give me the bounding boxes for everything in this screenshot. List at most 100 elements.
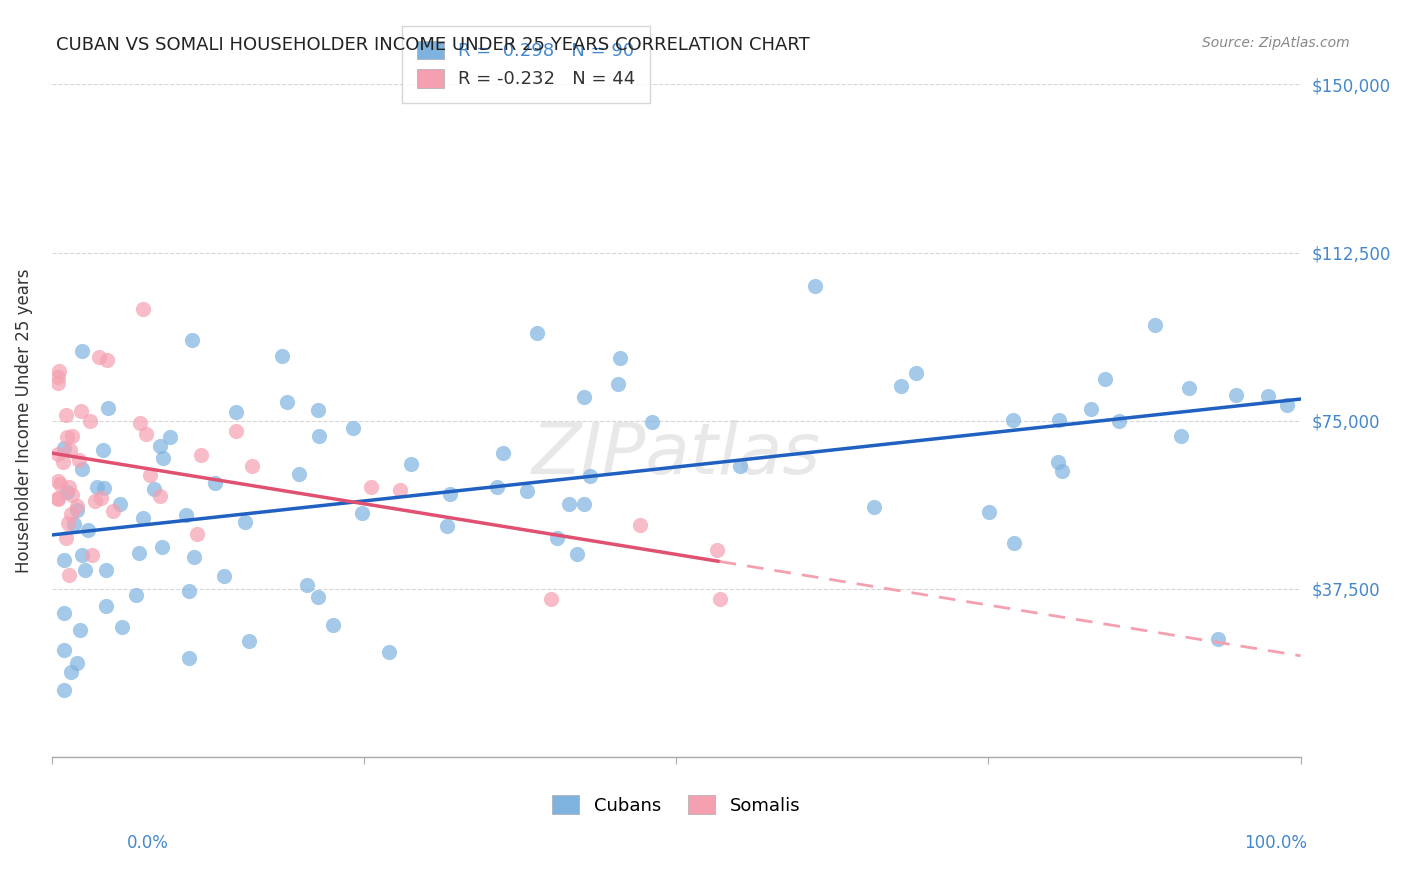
Point	[49, 477, 72, 491]
Point	[135, 426, 157, 441]
Point	[565, 547, 588, 561]
Point	[1178, 380, 1201, 394]
Point	[1108, 414, 1130, 428]
Text: 100.0%: 100.0%	[1244, 834, 1308, 852]
Point	[1094, 372, 1116, 386]
Point	[149, 439, 172, 453]
Point	[94, 563, 117, 577]
Point	[276, 395, 298, 409]
Point	[53, 606, 76, 620]
Point	[80, 548, 103, 562]
Point	[492, 445, 515, 459]
Point	[240, 458, 263, 473]
Point	[214, 569, 236, 583]
Point	[46, 491, 69, 506]
Point	[125, 587, 148, 601]
Point	[558, 497, 581, 511]
Point	[1170, 429, 1192, 443]
Point	[72, 462, 94, 476]
Point	[139, 468, 162, 483]
Point	[152, 450, 174, 465]
Point	[579, 469, 602, 483]
Y-axis label: Householder Income Under 25 years: Householder Income Under 25 years	[15, 268, 32, 573]
Point	[91, 443, 114, 458]
Point	[75, 563, 97, 577]
Point	[174, 508, 197, 522]
Point	[180, 333, 202, 347]
Point	[70, 548, 93, 562]
Point	[288, 467, 311, 482]
Point	[46, 474, 69, 488]
Point	[132, 301, 155, 316]
Point	[51, 455, 73, 469]
Point	[486, 480, 509, 494]
Point	[150, 541, 173, 555]
Point	[204, 476, 226, 491]
Point	[46, 376, 69, 391]
Point	[307, 403, 329, 417]
Legend: Cubans, Somalis: Cubans, Somalis	[546, 789, 807, 822]
Point	[225, 405, 247, 419]
Point	[1225, 388, 1247, 402]
Point	[360, 480, 382, 494]
Point	[48, 364, 70, 378]
Point	[401, 457, 423, 471]
Point	[516, 483, 538, 498]
Point	[179, 583, 201, 598]
Point	[436, 519, 458, 533]
Point	[526, 326, 548, 340]
Point	[377, 645, 399, 659]
Point	[53, 441, 76, 455]
Point	[540, 591, 562, 606]
Point	[1001, 413, 1024, 427]
Point	[60, 665, 83, 679]
Point	[53, 642, 76, 657]
Point	[84, 494, 107, 508]
Point	[225, 424, 247, 438]
Point	[96, 599, 118, 613]
Point	[190, 448, 212, 462]
Point	[1275, 398, 1298, 412]
Point	[46, 370, 69, 384]
Point	[53, 553, 76, 567]
Point	[67, 452, 90, 467]
Point	[58, 479, 80, 493]
Point	[103, 504, 125, 518]
Point	[66, 503, 89, 517]
Point	[1206, 632, 1229, 647]
Point	[574, 390, 596, 404]
Point	[97, 401, 120, 415]
Point	[1050, 464, 1073, 478]
Point	[183, 549, 205, 564]
Point	[1047, 412, 1070, 426]
Point	[58, 568, 80, 582]
Point	[128, 416, 150, 430]
Point	[1257, 388, 1279, 402]
Point	[69, 403, 91, 417]
Point	[1002, 536, 1025, 550]
Point	[55, 409, 77, 423]
Point	[804, 278, 827, 293]
Point	[352, 506, 374, 520]
Point	[63, 516, 86, 531]
Point	[233, 515, 256, 529]
Point	[1080, 401, 1102, 416]
Point	[55, 429, 77, 443]
Point	[76, 523, 98, 537]
Point	[60, 428, 83, 442]
Text: 0.0%: 0.0%	[127, 834, 169, 852]
Point	[60, 488, 83, 502]
Point	[143, 482, 166, 496]
Point	[342, 421, 364, 435]
Point	[979, 505, 1001, 519]
Point	[307, 591, 329, 605]
Point	[132, 510, 155, 524]
Point	[628, 517, 651, 532]
Point	[186, 527, 208, 541]
Point	[90, 491, 112, 505]
Point	[322, 617, 344, 632]
Point	[295, 578, 318, 592]
Point	[108, 497, 131, 511]
Point	[709, 592, 731, 607]
Point	[606, 376, 628, 391]
